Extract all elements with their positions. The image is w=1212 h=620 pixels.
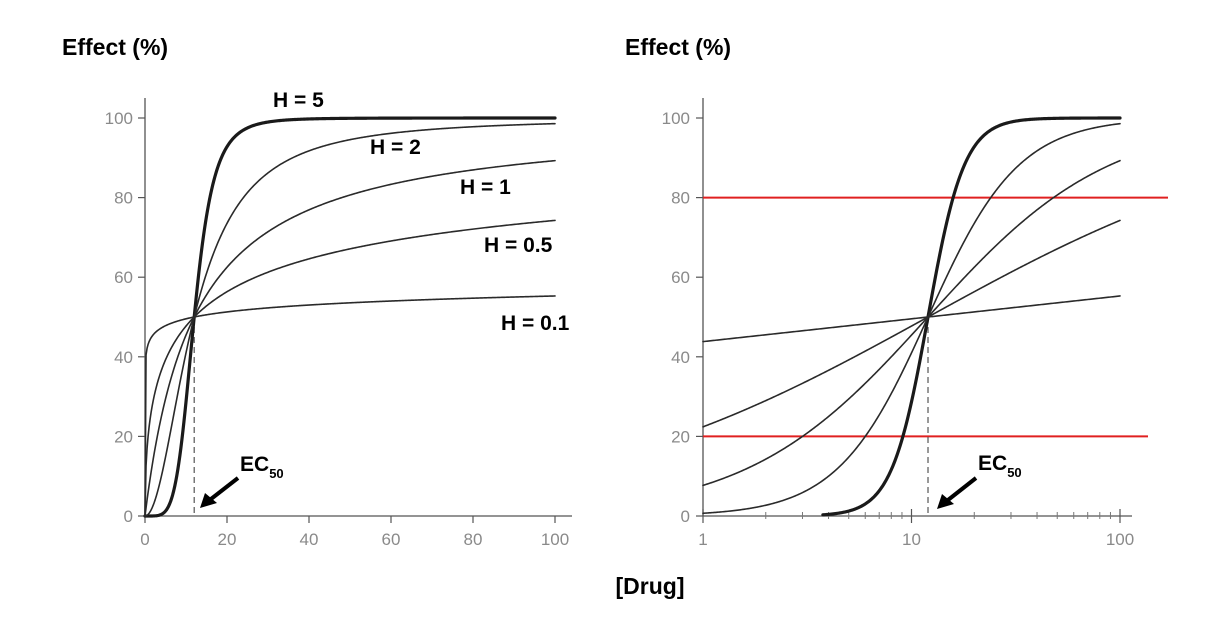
right-y-tick-label: 100 xyxy=(662,109,690,128)
left-curve-h2 xyxy=(144,122,556,517)
right-curve-h05 xyxy=(702,219,1121,428)
left-y-tick-label: 20 xyxy=(114,427,133,446)
left-x-tick-label: 100 xyxy=(541,530,569,549)
right-curve-h5 xyxy=(821,116,1122,517)
left-ec50-text: EC xyxy=(240,453,269,476)
right-ec50-subscript: 50 xyxy=(1007,465,1021,480)
left-ec50-subscript: 50 xyxy=(269,466,283,481)
left-ec50-arrow xyxy=(200,476,240,508)
left-y-tick-label: 80 xyxy=(114,189,133,208)
left-x-tick-label: 40 xyxy=(300,530,319,549)
left-curve-h5 xyxy=(143,116,557,518)
left-tick-group: 0 20 40 60 80 100 0 20 40 60 80 100 xyxy=(105,109,570,549)
right-ec50-text: EC xyxy=(978,452,1007,475)
curve-label-h2: H = 2 xyxy=(370,136,421,159)
right-x-tick-label: 10 xyxy=(902,530,921,549)
left-y-tick-label: 60 xyxy=(114,268,133,287)
right-curve-h1 xyxy=(702,159,1121,487)
curve-label-h01: H = 0.1 xyxy=(501,312,570,335)
left-y-axis-label: Effect (%) xyxy=(62,34,168,60)
right-curve-group xyxy=(702,116,1122,517)
right-x-tick-label: 1 xyxy=(698,530,707,549)
left-y-tick-label: 40 xyxy=(114,348,133,367)
left-curve-h1 xyxy=(144,159,556,517)
right-y-tick-label: 40 xyxy=(671,348,690,367)
curve-label-h05: H = 0.5 xyxy=(484,234,553,257)
left-chart: Effect (%) 0 20 40 60 80 100 0 20 40 60 80 100 H = … xyxy=(62,34,572,549)
right-tick-group: 0 20 40 60 80 100 1 10 100 xyxy=(662,109,1135,549)
right-y-tick-label: 0 xyxy=(681,507,690,526)
x-axis-label: [Drug] xyxy=(616,573,685,599)
right-curve-h2 xyxy=(702,122,1121,515)
left-curve-h01 xyxy=(144,295,556,517)
left-x-tick-label: 20 xyxy=(218,530,237,549)
right-ec50-arrow xyxy=(937,476,978,509)
left-x-tick-label: 80 xyxy=(464,530,483,549)
right-ec50-label: EC50 xyxy=(978,452,1022,480)
left-ec50-label: EC50 xyxy=(240,453,284,481)
right-y-tick-label: 20 xyxy=(671,427,690,446)
right-chart: Effect (%) 0 20 40 60 80 100 1 10 100 EC50 [Drug… xyxy=(616,34,1168,599)
right-y-axis-label: Effect (%) xyxy=(625,34,731,60)
left-x-tick-label: 60 xyxy=(382,530,401,549)
left-curve-group xyxy=(143,116,557,518)
curve-label-h1: H = 1 xyxy=(460,176,511,199)
curve-label-h5: H = 5 xyxy=(273,89,324,112)
left-curve-h05 xyxy=(144,219,556,517)
right-y-tick-label: 60 xyxy=(671,268,690,287)
left-x-tick-label: 0 xyxy=(140,530,149,549)
right-x-tick-label: 100 xyxy=(1106,530,1134,549)
right-y-tick-label: 80 xyxy=(671,189,690,208)
left-y-tick-label: 0 xyxy=(124,507,133,526)
right-curve-h01 xyxy=(702,295,1121,343)
left-y-tick-label: 100 xyxy=(105,109,133,128)
